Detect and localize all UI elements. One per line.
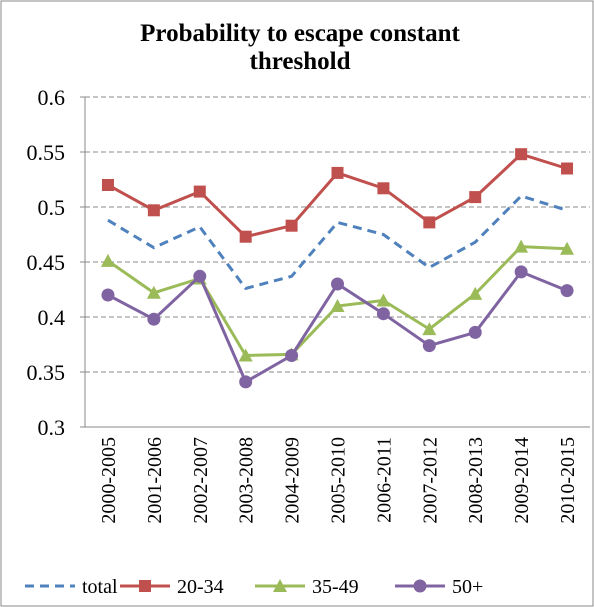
- data-point: [331, 166, 344, 179]
- x-tick-label: 2007-2012: [419, 437, 441, 524]
- x-tick-label: 2010-2015: [557, 437, 579, 524]
- y-tick-label: 0.45: [27, 250, 66, 275]
- x-tick-label: 2009-2014: [511, 437, 533, 524]
- data-point: [147, 312, 161, 326]
- x-tick-label: 2000-2005: [98, 437, 120, 524]
- data-point: [560, 284, 574, 298]
- data-point: [560, 241, 575, 255]
- data-point: [468, 286, 483, 300]
- y-tick-label: 0.35: [27, 360, 66, 385]
- x-tick-label: 2004-2009: [282, 437, 304, 524]
- legend-marker: [413, 579, 427, 593]
- x-tick-label: 2005-2010: [328, 437, 350, 524]
- data-point: [147, 204, 160, 217]
- y-tick-label: 0.4: [38, 305, 66, 330]
- data-point: [193, 185, 206, 198]
- legend-marker: [273, 579, 287, 592]
- data-point: [285, 349, 299, 362]
- legend-label: 35-49: [312, 576, 359, 598]
- data-point: [101, 288, 115, 302]
- x-tick-label: 2001-2006: [144, 437, 166, 524]
- legend-label: total: [82, 576, 118, 598]
- data-point: [468, 325, 482, 339]
- y-tick-label: 0.55: [27, 140, 66, 165]
- y-tick-label: 0.6: [38, 85, 66, 110]
- data-point: [331, 277, 344, 291]
- data-point: [423, 216, 436, 229]
- data-point: [377, 182, 390, 195]
- data-point: [146, 285, 161, 299]
- legend-label: 50+: [452, 576, 483, 598]
- data-point: [514, 239, 529, 253]
- x-tick-label: 2006-2011: [373, 437, 395, 523]
- data-point: [561, 162, 574, 175]
- legend-label: 20-34: [177, 576, 224, 598]
- data-point: [193, 269, 207, 283]
- data-point: [376, 307, 390, 321]
- data-point: [238, 348, 253, 362]
- legend-marker: [139, 580, 151, 592]
- data-point: [376, 293, 391, 307]
- data-point: [101, 179, 114, 191]
- data-point: [422, 339, 436, 353]
- data-point: [285, 219, 298, 232]
- x-tick-label: 2003-2008: [236, 437, 258, 524]
- data-point: [330, 299, 345, 312]
- data-point: [100, 253, 115, 267]
- y-tick-label: 0.5: [38, 195, 66, 220]
- data-point: [422, 322, 437, 336]
- x-tick-label: 2002-2007: [190, 437, 212, 524]
- data-point: [239, 230, 252, 243]
- data-point: [239, 375, 253, 389]
- y-tick-label: 0.3: [38, 415, 66, 440]
- data-point: [515, 148, 528, 161]
- chart-title: Probability to escape constant threshold: [140, 20, 460, 75]
- data-point: [514, 265, 528, 279]
- data-point: [469, 191, 482, 204]
- x-tick-label: 2008-2013: [465, 437, 487, 524]
